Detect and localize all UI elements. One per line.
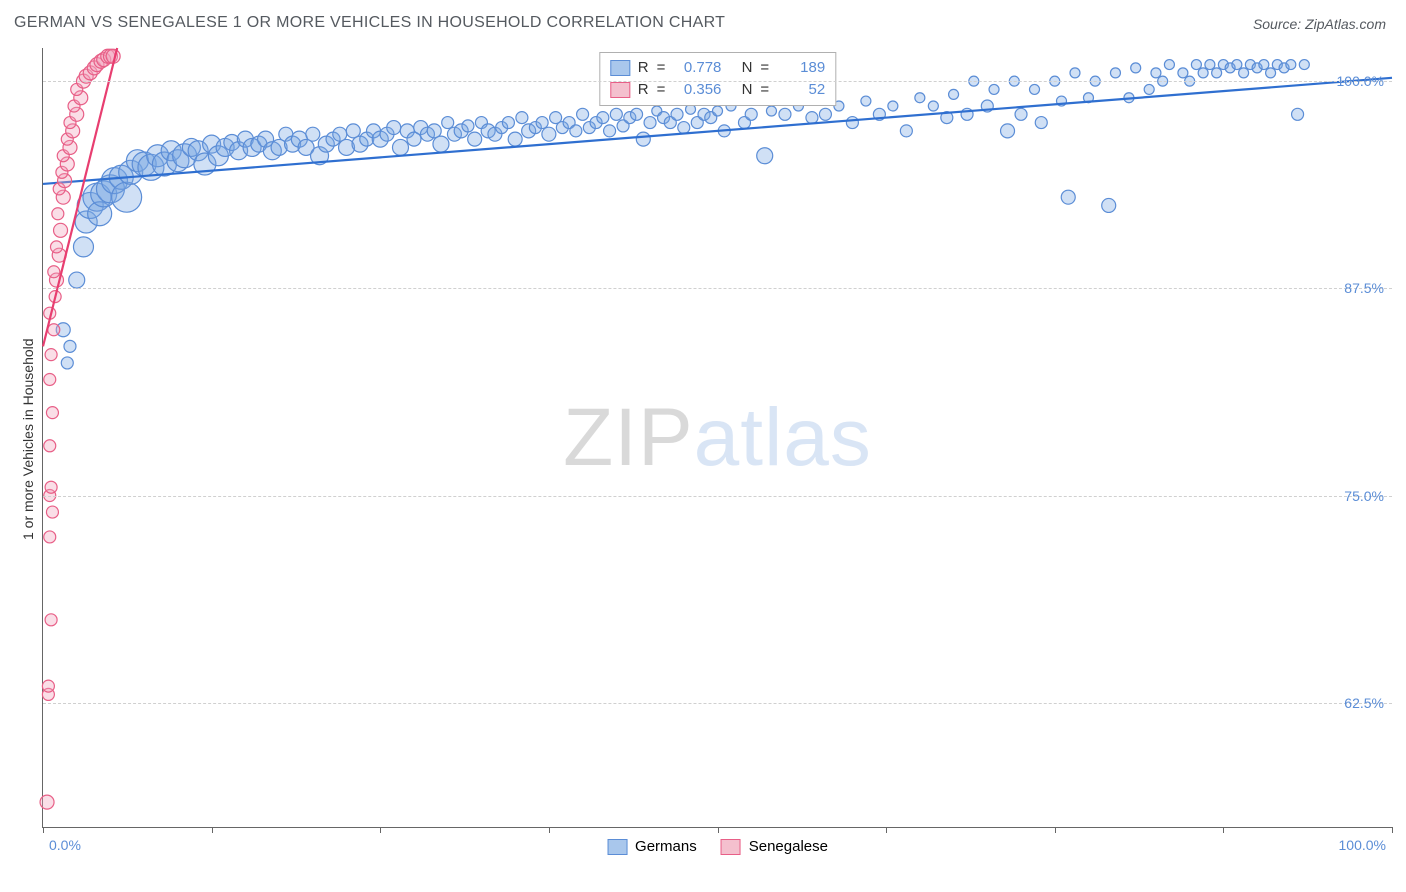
chart-title: GERMAN VS SENEGALESE 1 OR MORE VEHICLES … <box>14 14 725 32</box>
x-tick-0: 0.0% <box>49 837 81 853</box>
legend-item-germans: Germans <box>607 838 697 855</box>
legend-item-senegalese: Senegalese <box>721 838 828 855</box>
chart-svg <box>43 48 1392 827</box>
swatch-senegalese-bottom <box>721 839 741 855</box>
swatch-germans <box>610 60 630 76</box>
y-tick-label: 62.5% <box>1344 695 1384 711</box>
legend-row-germans: R = 0.778 N = 189 <box>610 57 825 79</box>
y-tick-label: 100.0% <box>1337 73 1384 89</box>
swatch-senegalese <box>610 82 630 98</box>
x-tick-100: 100.0% <box>1339 837 1386 853</box>
legend-row-senegalese: R = 0.356 N = 52 <box>610 79 825 101</box>
series-legend: Germans Senegalese <box>607 838 828 855</box>
swatch-germans-bottom <box>607 839 627 855</box>
legend-label-germans: Germans <box>635 838 697 855</box>
y-axis-label: 1 or more Vehicles in Household <box>20 338 36 540</box>
correlation-legend: R = 0.778 N = 189 R = 0.356 N = 52 <box>599 52 836 106</box>
source-credit: Source: ZipAtlas.com <box>1253 16 1386 32</box>
legend-label-senegalese: Senegalese <box>749 838 828 855</box>
plot-area: ZIPatlas R = 0.778 N = 189 R = 0.356 N =… <box>42 48 1392 828</box>
y-tick-label: 87.5% <box>1344 280 1384 296</box>
y-tick-label: 75.0% <box>1344 488 1384 504</box>
